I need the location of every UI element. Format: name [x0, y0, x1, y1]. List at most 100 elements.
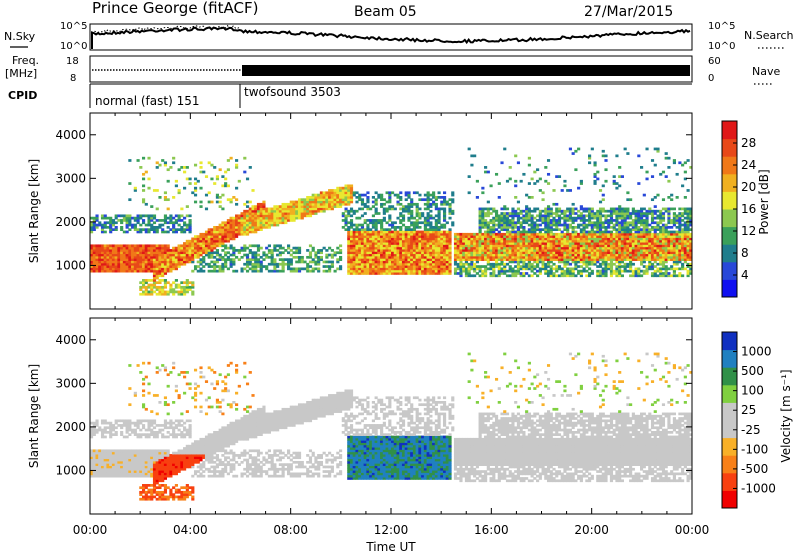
- power-cell: [133, 253, 137, 257]
- power-cell: [462, 237, 466, 241]
- power-cell: [344, 196, 348, 199]
- power-cell: [292, 216, 296, 220]
- power-cell: [202, 242, 206, 245]
- power-cell: [560, 239, 564, 243]
- power-cell: [297, 212, 302, 215]
- power-cell: [574, 262, 578, 266]
- power-cell: [456, 246, 460, 250]
- power-cell: [568, 232, 572, 236]
- power-cell: [158, 260, 162, 264]
- power-cell: [407, 225, 411, 229]
- power-cell: [648, 260, 652, 264]
- power-cell: [631, 225, 635, 229]
- power-cell: [369, 228, 373, 231]
- power-cell: [612, 253, 616, 257]
- power-cell: [451, 209, 455, 213]
- power-cell: [604, 265, 608, 268]
- power-cell: [434, 205, 438, 208]
- power-cell: [609, 244, 614, 248]
- power-cell: [382, 237, 386, 241]
- power-cell: [185, 246, 189, 250]
- power-cell: [607, 258, 611, 261]
- power-cell: [152, 216, 157, 220]
- power-cell: [442, 202, 447, 206]
- power-cell: [404, 251, 408, 255]
- power-cell: [100, 228, 105, 231]
- power-cell: [453, 235, 458, 238]
- power-cell: [185, 166, 189, 169]
- power-cell: [645, 246, 649, 250]
- power-cell: [391, 265, 395, 268]
- power-cell: [653, 251, 657, 255]
- power-cell: [125, 230, 129, 234]
- power-cell: [527, 253, 531, 257]
- power-cell: [150, 216, 154, 220]
- power-cell: [259, 223, 263, 227]
- power-cell: [429, 232, 433, 236]
- power-cell: [284, 205, 288, 208]
- beam-label: Beam 05: [354, 4, 417, 20]
- power-cell: [522, 235, 526, 238]
- power-cell: [494, 249, 499, 252]
- power-cell: [180, 260, 184, 264]
- power-cell: [432, 202, 436, 206]
- power-cell: [661, 274, 666, 278]
- power-cell: [98, 262, 102, 266]
- power-cell: [522, 237, 526, 241]
- power-cell: [152, 214, 157, 218]
- power-cell: [183, 230, 187, 234]
- power-cell: [391, 267, 395, 271]
- power-cell: [169, 285, 173, 289]
- power-cell: [213, 246, 217, 250]
- power-cell: [117, 246, 121, 250]
- power-cell: [166, 269, 170, 273]
- power-cell: [210, 265, 214, 268]
- power-cell: [314, 207, 318, 211]
- power-cell: [412, 242, 417, 245]
- power-cell: [645, 221, 649, 225]
- power-cell: [494, 232, 499, 236]
- power-cell: [536, 228, 540, 231]
- power-cell: [626, 269, 630, 273]
- power-cell: [141, 244, 146, 248]
- power-cell: [380, 193, 384, 197]
- power-cell: [243, 209, 247, 213]
- power-cell: [650, 267, 655, 271]
- power-cell: [626, 237, 630, 241]
- power-cell: [174, 255, 178, 259]
- power-cell: [672, 159, 676, 162]
- power-cell: [111, 269, 116, 273]
- power-cell: [117, 267, 121, 271]
- power-cell: [678, 232, 682, 236]
- power-cell: [267, 212, 271, 215]
- power-cell: [139, 230, 143, 234]
- power-cell: [152, 244, 157, 248]
- power-cell: [681, 207, 685, 211]
- power-cell: [207, 200, 211, 204]
- power-cell: [516, 237, 521, 241]
- power-cell: [486, 260, 490, 264]
- power-cell: [478, 267, 482, 271]
- power-cell: [380, 237, 384, 241]
- power-cell: [152, 267, 157, 271]
- power-cell: [659, 267, 663, 271]
- power-cell: [459, 274, 463, 278]
- power-cell: [103, 230, 107, 234]
- power-cell: [273, 214, 277, 218]
- power-cell: [278, 221, 282, 225]
- power-cell: [607, 214, 611, 218]
- power-cell: [240, 249, 244, 252]
- power-cell: [243, 225, 247, 229]
- power-cell: [418, 249, 422, 252]
- power-cell: [421, 230, 425, 234]
- power-cell: [100, 251, 105, 255]
- power-cell: [377, 232, 381, 236]
- power-cell: [536, 223, 540, 227]
- power-cell: [421, 242, 425, 245]
- power-cell: [453, 262, 458, 266]
- power-cell: [306, 262, 310, 266]
- power-cell: [500, 221, 504, 225]
- power-cell: [215, 230, 220, 234]
- power-cell: [174, 179, 178, 183]
- power-cell: [196, 251, 200, 255]
